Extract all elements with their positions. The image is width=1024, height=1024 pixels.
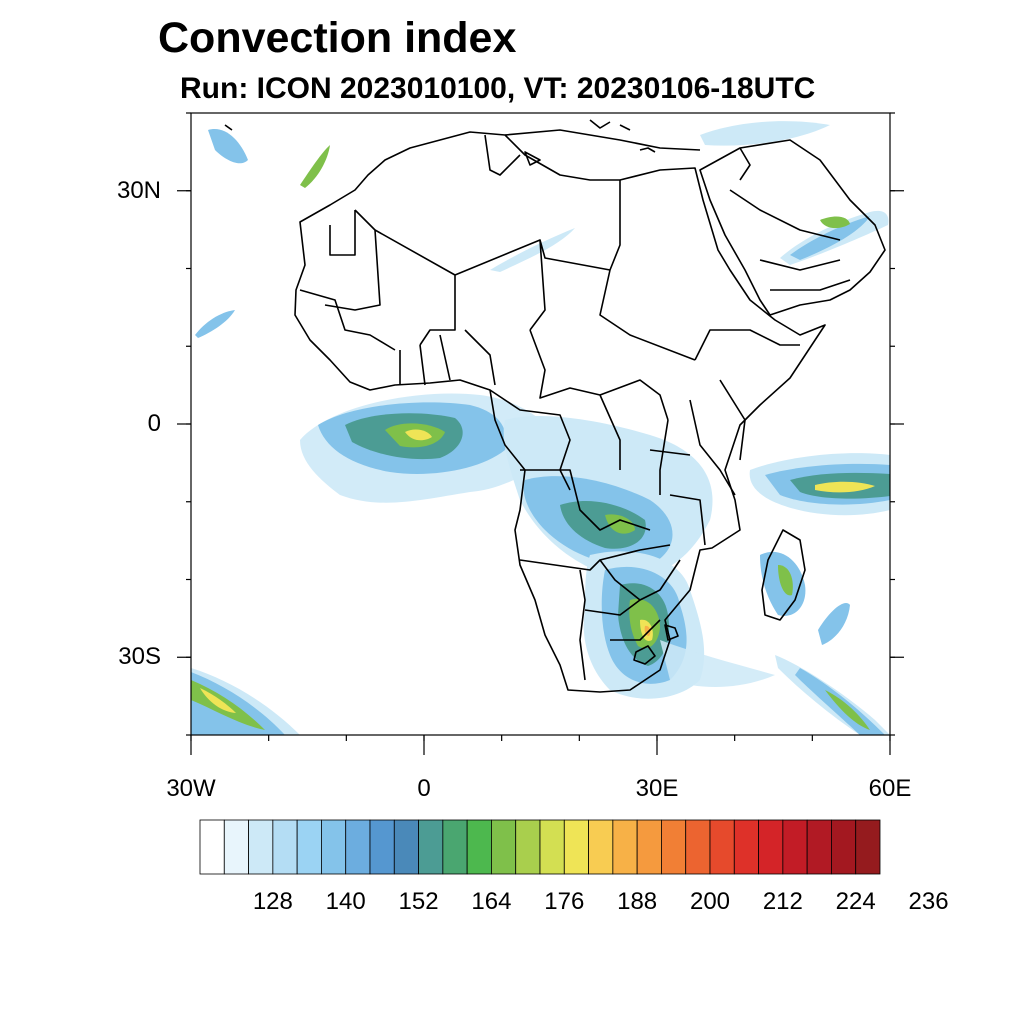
lat-tick-label: 0 (147, 410, 161, 437)
colorbar-swatch (636, 819, 662, 875)
colorbar-swatch (393, 819, 419, 875)
map-title: Convection index (158, 14, 517, 62)
field-atlantic-streak (195, 310, 235, 338)
madagascar-coastline (761, 529, 806, 621)
colorbar-swatch (782, 819, 808, 875)
field-central-africa-green (605, 514, 635, 534)
africa-coastline (294, 131, 826, 693)
lon-tick-label: 30W (166, 775, 216, 802)
colorbar-swatch (345, 819, 371, 875)
eswatini-border (664, 624, 679, 641)
coast-islands (224, 119, 656, 166)
country-borders (224, 119, 886, 693)
borders-south (519, 544, 681, 681)
field-madagascar-green (778, 565, 793, 596)
borders-arabia (729, 147, 851, 291)
colorbar-swatch (539, 819, 565, 875)
colorbar-swatch (248, 819, 274, 875)
colorbar-label: 176 (544, 888, 585, 915)
colorbar-label: 188 (617, 888, 658, 915)
colorbar-swatch (272, 819, 298, 875)
mediterranean-coast (504, 129, 701, 151)
colorbar-swatch (296, 819, 322, 875)
colorbar-swatch (588, 819, 614, 875)
borders-west (299, 289, 496, 386)
colorbar-swatch (733, 819, 759, 875)
lat-tick-label: 30N (116, 176, 161, 204)
field-central-africa-teal (560, 500, 646, 549)
colorbar-swatch (806, 819, 832, 875)
colorbar-swatch (199, 819, 225, 875)
lon-tick-label: 60E (868, 775, 912, 802)
field-southwest-medium (191, 672, 285, 735)
field-east-med-streak (700, 121, 830, 146)
field-arabia-green (820, 216, 850, 229)
colorbar-swatch (515, 819, 541, 875)
colorbar-swatch (369, 819, 395, 875)
colorbar-label: 140 (325, 888, 366, 915)
colorbar-label: 224 (835, 888, 876, 915)
axis-ticks (177, 112, 904, 755)
borders-central (489, 329, 669, 531)
colorbar-swatch (758, 819, 784, 875)
field-southwest-yellow (200, 688, 236, 713)
colorbar-swatch (855, 819, 881, 875)
lesotho-border (633, 645, 656, 665)
borders-north (324, 134, 696, 361)
lon-tick-label: 30E (635, 775, 679, 802)
field-southwest-green (191, 680, 265, 730)
colorbar-swatch (442, 819, 468, 875)
colorbar-swatch (466, 819, 492, 875)
field-northwest-streak (300, 145, 330, 188)
field-indian-ocean-yellow (815, 481, 875, 493)
colorbar-swatch (709, 819, 735, 875)
colorbar-swatch (491, 819, 517, 875)
colorbar-label: 200 (689, 888, 731, 915)
field-southeast-patch-medium (818, 602, 850, 645)
colorbar-label: 164 (471, 888, 512, 915)
colorbar-swatch (321, 819, 347, 875)
colorbar-label: 212 (762, 888, 803, 915)
lon-tick-label: 0 (417, 775, 431, 802)
colorbar-swatch (831, 819, 857, 875)
lat-tick-label: 30S (118, 643, 161, 671)
colorbar-label: 152 (398, 888, 439, 915)
arabia-coastline (699, 139, 886, 316)
map-subtitle: Run: ICON 2023010100, VT: 20230106-18UTC (180, 72, 816, 105)
field-sahara-streak (490, 228, 575, 272)
colorbar-swatch (661, 819, 687, 875)
convection-fields (191, 121, 890, 735)
colorbar-label: 128 (252, 888, 293, 915)
colorbar-swatch (563, 819, 589, 875)
colorbar-swatch (418, 819, 444, 875)
field-north-atlantic-streak (208, 129, 248, 164)
borders-east (649, 329, 800, 546)
colorbar (199, 819, 881, 875)
colorbar-label: 236 (908, 888, 949, 915)
field-southeast-trailing-light (660, 640, 775, 687)
colorbar-swatch (685, 819, 711, 875)
field-gulf-guinea-yellow (405, 429, 432, 441)
field-southeast-band-green (825, 690, 870, 730)
colorbar-swatch (612, 819, 638, 875)
colorbar-swatch (223, 819, 249, 875)
